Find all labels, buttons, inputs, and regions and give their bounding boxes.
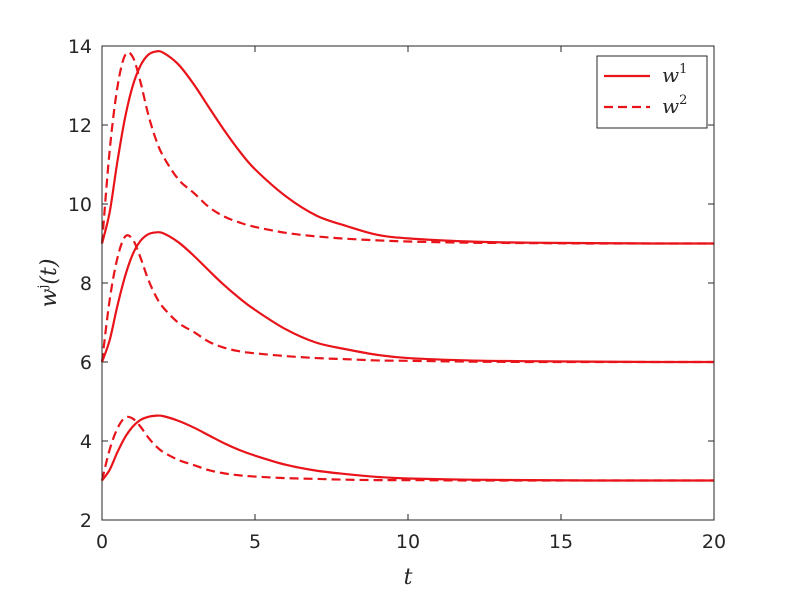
x-tick-label: 10 [396,531,420,553]
plot-frame [101,45,715,521]
y-tick-label: 6 [80,352,92,374]
y-tick-label: 10 [68,194,92,216]
series-line-solid-group-3 [101,414,714,482]
legend-label-w1: w1 [662,62,687,87]
series-line-dashed-group-1 [100,51,715,245]
y-tick-label: 4 [80,431,92,453]
y-tick-label: 14 [68,36,92,58]
x-axis-label: t [404,565,413,590]
x-tick-label: 15 [549,531,573,553]
legend-box [596,55,708,129]
y-axis-label: wj(t) [36,259,62,308]
x-tick-label: 5 [249,531,261,553]
series-line-dashed-group-2 [100,234,714,364]
y-tick-label: 12 [68,115,92,137]
legend: w1 w2 [596,55,708,129]
legend-label-w2: w2 [662,93,687,118]
y-tick-label: 8 [80,273,92,295]
series-line-solid-group-2 [100,231,715,364]
series-line-dashed-group-3 [100,415,714,482]
svg-text:wj(t): wj(t) [36,259,62,308]
x-tick-label: 0 [96,531,108,553]
series-line-solid-group-1 [100,50,715,245]
x-tick-label: 20 [702,531,726,553]
series-layer [100,50,715,482]
y-tick-label: 2 [80,510,92,532]
